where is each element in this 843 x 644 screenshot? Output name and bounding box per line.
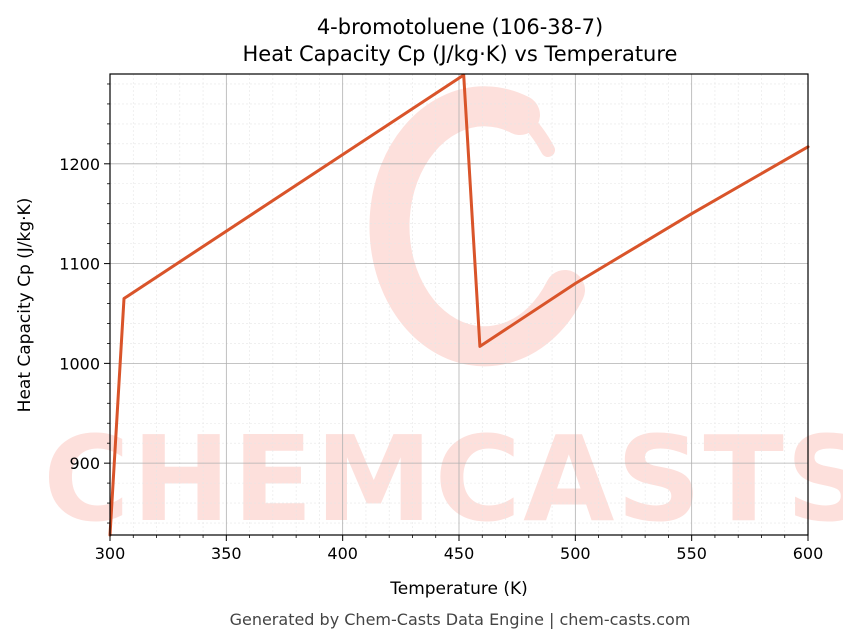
series-line bbox=[108, 73, 810, 537]
x-tick-label: 450 bbox=[444, 544, 475, 563]
chart-subtitle: Heat Capacity Cp (J/kg·K) vs Temperature bbox=[243, 42, 678, 66]
y-axis-label: Heat Capacity Cp (J/kg·K) bbox=[15, 198, 35, 413]
y-tick-label: 900 bbox=[69, 454, 100, 473]
y-axis: 900 1000 1100 1200 bbox=[59, 83, 110, 524]
x-tick-label: 300 bbox=[95, 544, 126, 563]
x-axis-label: Temperature (K) bbox=[389, 579, 528, 599]
x-tick-label: 350 bbox=[211, 544, 242, 563]
x-tick-label: 600 bbox=[793, 544, 824, 563]
x-tick-label: 400 bbox=[327, 544, 358, 563]
y-tick-label: 1000 bbox=[59, 354, 100, 373]
x-tick-label: 550 bbox=[676, 544, 707, 563]
watermark-text: CHEMCASTS bbox=[43, 410, 843, 548]
watermark: CHEMCASTS bbox=[43, 86, 843, 548]
y-tick-label: 1200 bbox=[59, 155, 100, 174]
y-tick-label: 1100 bbox=[59, 255, 100, 274]
footer-credit: Generated by Chem-Casts Data Engine | ch… bbox=[230, 610, 691, 629]
x-tick-label: 500 bbox=[560, 544, 591, 563]
x-axis: 300 350 400 450 500 550 600 bbox=[95, 535, 824, 563]
series-group bbox=[108, 73, 810, 537]
chart-title: 4-bromotoluene (106-38-7) bbox=[317, 15, 603, 39]
